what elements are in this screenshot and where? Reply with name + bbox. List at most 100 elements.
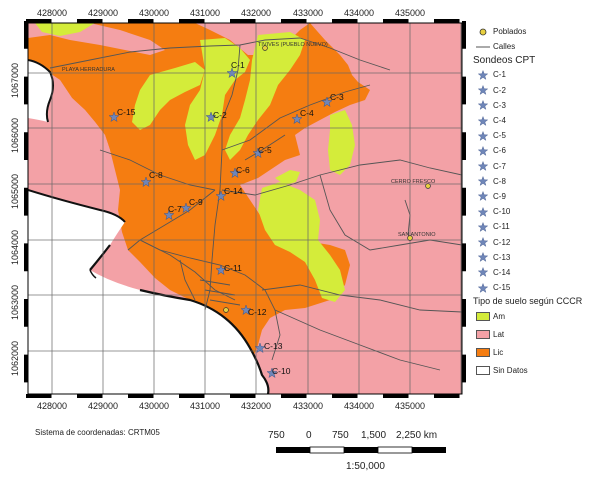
coastline — [89, 269, 97, 279]
x-axis-bottom: 428000 429000 430000 431000 432000 43300… — [37, 401, 425, 411]
svg-text:1064000: 1064000 — [10, 230, 20, 265]
cpt-label: C-14 — [224, 186, 243, 196]
map-legend: Poblados Calles Sondeos CPT C-1 C-2 C-3 C-4… — [473, 24, 603, 379]
swatch-am — [476, 311, 490, 321]
legend-item-cpt: C-14 — [473, 265, 603, 280]
legend-label: Am — [493, 311, 505, 321]
legend-label: Calles — [493, 42, 516, 52]
cpt-labels: C-1 C-2 C-3 C-4 C-5 C-6 C-7 C-8 C-9 C-10… — [117, 60, 344, 376]
cpt-point-c8[interactable] — [140, 176, 152, 188]
cpt-label: C-7 — [168, 204, 182, 214]
scale-ratio: 1:50,000 — [346, 461, 385, 472]
legend-item-cpt: C-1 — [473, 67, 603, 82]
map-body: PLAYA HERRADURA TIVIVES (PUEBLO NUEVO) C… — [28, 23, 462, 394]
legend-label: C-13 — [493, 252, 511, 262]
star-icon — [473, 130, 493, 141]
svg-text:433000: 433000 — [293, 8, 323, 18]
cpt-point-c2[interactable] — [205, 111, 217, 123]
cpt-point-c4[interactable] — [291, 113, 303, 125]
svg-text:1066000: 1066000 — [10, 118, 20, 153]
swatch-sin-datos — [476, 365, 490, 375]
soil-am-area — [35, 23, 95, 36]
legend-item-cpt: C-10 — [473, 204, 603, 219]
legend-label: C-11 — [493, 222, 510, 232]
cpt-label: C-3 — [330, 92, 344, 102]
legend-label: C-8 — [493, 176, 506, 186]
legend-item-lic: Lic — [473, 343, 603, 361]
star-icon — [473, 252, 493, 263]
legend-item-cpt: C-13 — [473, 250, 603, 265]
scale-tick-label: 750 — [332, 430, 349, 441]
cpt-label: C-9 — [189, 197, 203, 207]
star-icon — [473, 191, 493, 202]
swatch-lic — [476, 347, 490, 357]
legend-label: C-3 — [493, 100, 506, 110]
star-icon — [473, 145, 493, 156]
place-labels: PLAYA HERRADURA TIVIVES (PUEBLO NUEVO) C… — [62, 42, 436, 313]
legend-label: Poblados — [493, 27, 527, 37]
legend-title-sondeos: Sondeos CPT — [473, 55, 536, 67]
cpt-point-c11[interactable] — [215, 264, 227, 276]
legend-item-calles: Calles — [473, 39, 603, 54]
cpt-point-c12[interactable] — [240, 304, 252, 316]
svg-text:432000: 432000 — [241, 8, 271, 18]
legend-cpt-list: C-1 C-2 C-3 C-4 C-5 C-6 C-7 C-8 C-9 C-10 C-11 C-12 C… — [473, 67, 603, 295]
svg-text:1065000: 1065000 — [10, 174, 20, 209]
place-label: TIVIVES (PUEBLO NUEVO) — [258, 42, 328, 48]
cpt-label: C-1 — [231, 60, 245, 70]
legend-label: C-14 — [493, 267, 511, 277]
star-icon — [473, 115, 493, 126]
svg-text:431000: 431000 — [190, 8, 220, 18]
legend-item-lat: Lat — [473, 325, 603, 343]
place-label: CERRO FRESCO — [391, 179, 436, 185]
scale-bar: 750 0 750 1,500 2,250 km 1:50,000 — [268, 430, 446, 472]
map-neatline — [24, 19, 466, 398]
star-icon — [473, 282, 493, 293]
cpt-label: C-8 — [149, 170, 163, 180]
soil-am-area — [328, 110, 355, 175]
legend-item-cpt: C-15 — [473, 280, 603, 295]
star-icon — [473, 100, 493, 111]
cpt-point-c1[interactable] — [226, 67, 238, 79]
star-icon — [473, 176, 493, 187]
poblado-marker — [407, 235, 413, 241]
legend-item-poblados: Poblados — [473, 24, 603, 39]
svg-text:428000: 428000 — [37, 8, 67, 18]
cpt-point-c10[interactable] — [266, 367, 278, 379]
cpt-point-c7[interactable] — [163, 209, 175, 221]
cpt-point-c14[interactable] — [215, 190, 227, 202]
swatch-lat — [476, 329, 490, 339]
cpt-label: C-10 — [272, 366, 291, 376]
cpt-point-c9[interactable] — [180, 202, 192, 214]
scale-tick-label: 2,250 km — [396, 430, 437, 441]
legend-item-am: Am — [473, 307, 603, 325]
soil-am-area — [258, 182, 345, 302]
cpt-label: C-4 — [300, 108, 314, 118]
legend-item-cpt: C-12 — [473, 234, 603, 249]
star-icon — [473, 161, 493, 171]
legend-label: C-6 — [493, 146, 506, 156]
cpt-point-c6[interactable] — [229, 167, 241, 179]
cpt-point-c3[interactable] — [321, 96, 333, 108]
legend-title-suelo: Tipo de suelo según CCCR — [473, 296, 583, 307]
legend-item-cpt: C-3 — [473, 98, 603, 113]
legend-label: C-10 — [493, 207, 511, 217]
poblado-icon — [473, 27, 493, 37]
coastline — [89, 244, 270, 394]
x-axis-top: 428000 429000 430000 431000 432000 43300… — [37, 8, 425, 18]
cpt-label: C-6 — [236, 165, 250, 175]
cpt-points — [108, 67, 333, 379]
legend-label: Lic — [493, 347, 504, 357]
cpt-point-c13[interactable] — [254, 342, 266, 354]
svg-text:435000: 435000 — [395, 401, 425, 411]
legend-item-cpt: C-11 — [473, 219, 603, 234]
svg-text:434000: 434000 — [344, 401, 374, 411]
svg-text:435000: 435000 — [395, 8, 425, 18]
cpt-point-c5[interactable] — [252, 147, 264, 159]
cpt-point-c15[interactable] — [108, 111, 120, 123]
legend-label: C-15 — [493, 283, 511, 293]
svg-text:433000: 433000 — [293, 401, 323, 411]
svg-text:1062000: 1062000 — [10, 341, 20, 376]
cpt-label: C-15 — [117, 107, 136, 117]
star-icon — [473, 221, 493, 232]
